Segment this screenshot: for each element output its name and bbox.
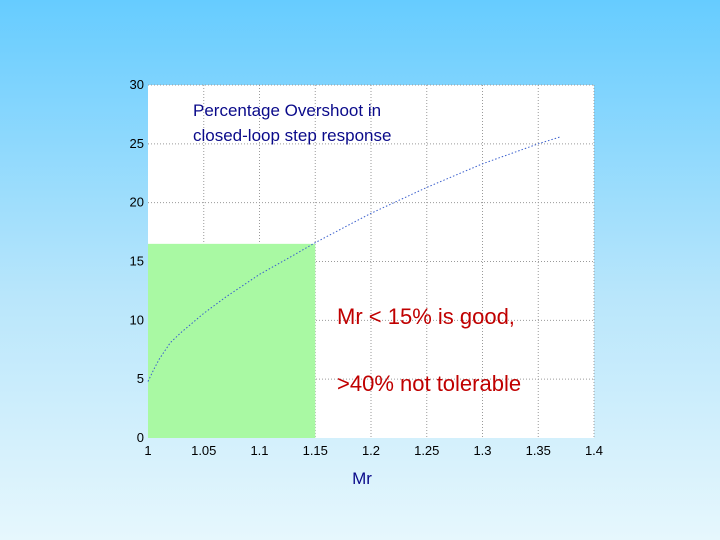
x-tick-label: 1.3 xyxy=(473,443,491,458)
y-tick-label: 10 xyxy=(130,312,144,327)
annotation-not-tolerable: >40% not tolerable xyxy=(337,371,521,396)
x-tick-label: 1.2 xyxy=(362,443,380,458)
x-tick-label: 1 xyxy=(144,443,151,458)
x-tick-label: 1.05 xyxy=(191,443,216,458)
y-tick-label: 5 xyxy=(137,371,144,386)
x-tick-label: 1.25 xyxy=(414,443,439,458)
x-tick-label: 1.4 xyxy=(585,443,603,458)
annotation-good: Mr < 15% is good, xyxy=(337,304,515,329)
y-tick-label: 25 xyxy=(130,136,144,151)
x-tick-label: 1.1 xyxy=(250,443,268,458)
y-tick-label: 15 xyxy=(130,254,144,269)
y-tick-label: 30 xyxy=(130,77,144,92)
y-tick-label: 0 xyxy=(137,430,144,445)
good-region-shading xyxy=(148,243,316,438)
chart-title-line-2: closed-loop step response xyxy=(193,126,391,145)
x-axis-label: Mr xyxy=(352,469,372,488)
x-tick-label: 1.15 xyxy=(303,443,328,458)
x-tick-label: 1.35 xyxy=(526,443,551,458)
tick-labels: 1 1.05 1.1 1.15 1.2 1.25 1.3 1.35 1.4 0 5 10 15 20 25 3… xyxy=(130,77,604,458)
chart-title-line-1: Percentage Overshoot in xyxy=(193,101,381,120)
y-tick-label: 20 xyxy=(130,195,144,210)
